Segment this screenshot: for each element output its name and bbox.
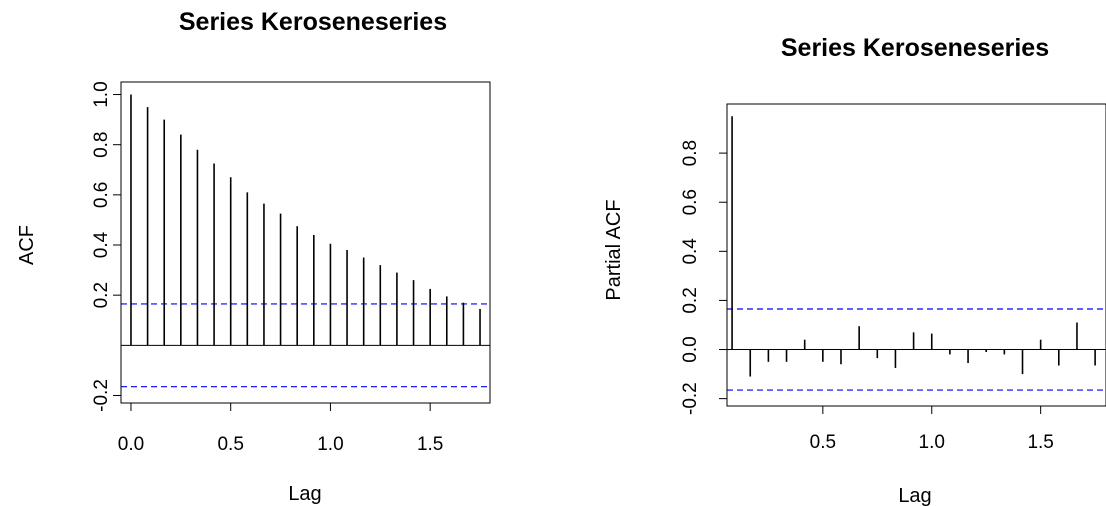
acf-y-tick-label: 0.4	[91, 231, 112, 258]
acf-y-tick-label: 1.0	[91, 81, 112, 107]
acf-x-axis-label: Lag	[288, 483, 321, 505]
pacf-y-tick-label: 0.0	[680, 336, 701, 362]
pacf-y-axis-label: Partial ACF	[603, 199, 625, 300]
acf-y-tick-label: 0.2	[91, 282, 112, 308]
acf-x-tick-label: 1.0	[317, 434, 343, 455]
pacf-y-tick-label: 0.8	[680, 140, 701, 166]
pacf-x-tick-label: 0.5	[810, 432, 836, 453]
acf-title: Series Keroseneseries	[179, 8, 447, 36]
acf-confidence-bounds	[121, 303, 490, 388]
pacf-confidence-bounds	[727, 308, 1106, 391]
acf-x-tick-label: 1.5	[417, 434, 443, 455]
acf-y-tick-label: 0.8	[91, 131, 112, 157]
pacf-y-tick-label: 0.4	[680, 238, 701, 265]
acf-x-tick-label: 0.5	[217, 434, 243, 455]
pacf-x-tick-label: 1.5	[1027, 432, 1053, 453]
pacf-bars	[731, 116, 1096, 377]
pacf-y-tick-label: -0.2	[680, 382, 701, 415]
pacf-plot-frame	[726, 103, 1106, 407]
pacf-panel: Series Keroseneseries 0.5 1.0 1.5 -0.2 0.0 0…	[603, 34, 1106, 506]
acf-y-tick-label: 0.6	[91, 182, 112, 208]
pacf-y-axis: -0.2 0.0 0.2 0.4 0.6 0.8	[680, 140, 728, 415]
acf-y-axis: -0.2 0.2 0.4 0.6 0.8 1.0	[91, 81, 122, 412]
acf-y-tick-label: -0.2	[91, 379, 112, 412]
pacf-x-axis-label: Lag	[898, 485, 931, 506]
pacf-x-tick-label: 1.0	[919, 432, 945, 453]
pacf-x-axis: 0.5 1.0 1.5	[810, 405, 1054, 453]
pacf-title: Series Keroseneseries	[781, 34, 1049, 62]
pacf-y-tick-label: 0.2	[680, 287, 701, 313]
acf-x-axis: 0.0 0.5 1.0 1.5	[118, 402, 443, 455]
acf-panel: Series Keroseneseries 0.0 0.5 1.0 1.5 -0.2 0…	[16, 8, 491, 505]
acf-y-axis-label: ACF	[16, 225, 38, 265]
acf-bars	[130, 94, 481, 346]
pacf-y-tick-label: 0.6	[680, 189, 701, 215]
acf-x-tick-label: 0.0	[118, 434, 144, 455]
acf-plot-frame	[120, 81, 491, 404]
